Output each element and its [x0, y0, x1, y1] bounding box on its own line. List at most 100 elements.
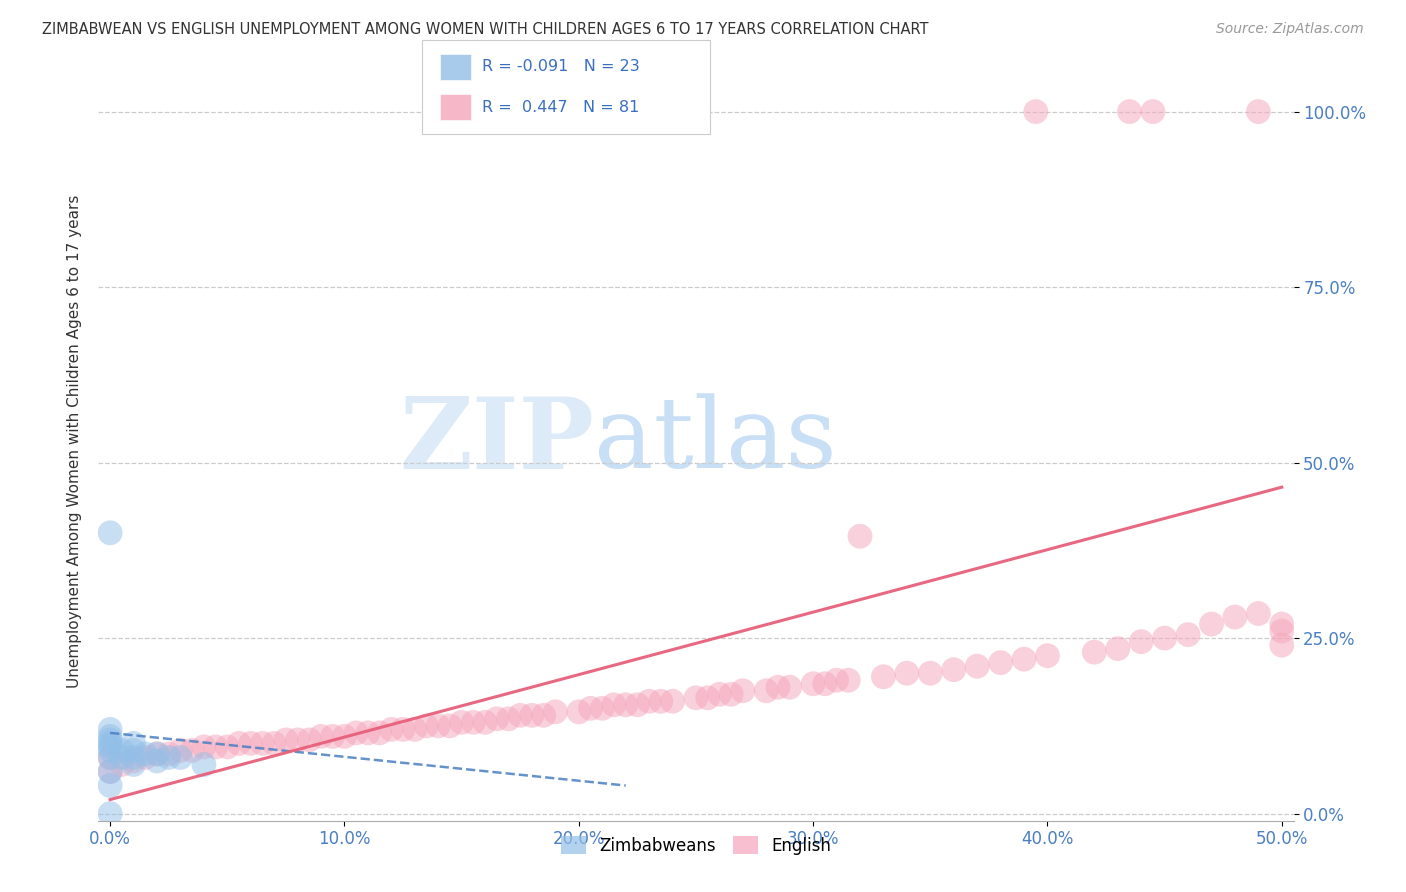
Point	[287, 732, 309, 747]
Point	[122, 757, 145, 772]
Point	[298, 732, 321, 747]
Point	[709, 687, 731, 701]
Point	[720, 687, 742, 701]
Point	[146, 747, 169, 761]
Point	[181, 743, 204, 757]
Point	[122, 743, 145, 757]
Point	[1025, 104, 1047, 119]
Point	[731, 683, 754, 698]
Point	[157, 747, 180, 761]
Point	[380, 723, 402, 737]
Text: R =  0.447   N = 81: R = 0.447 N = 81	[482, 100, 640, 114]
Point	[614, 698, 637, 712]
Point	[169, 743, 191, 757]
Point	[1142, 104, 1164, 119]
Point	[1177, 627, 1199, 641]
Point	[872, 670, 894, 684]
Point	[111, 743, 134, 757]
Point	[309, 730, 332, 744]
Point	[779, 680, 801, 694]
Point	[568, 705, 591, 719]
Point	[579, 701, 602, 715]
Point	[239, 736, 262, 750]
Legend: Zimbabweans, English: Zimbabweans, English	[554, 830, 838, 862]
Point	[98, 723, 121, 737]
Point	[122, 736, 145, 750]
Point	[193, 739, 215, 754]
Point	[685, 690, 707, 705]
Point	[322, 730, 344, 744]
Point	[755, 683, 778, 698]
Point	[392, 723, 415, 737]
Point	[801, 677, 824, 691]
Point	[650, 694, 672, 708]
Point	[463, 715, 485, 730]
Point	[134, 750, 156, 764]
Point	[368, 726, 391, 740]
Point	[1107, 641, 1129, 656]
Y-axis label: Unemployment Among Women with Children Ages 6 to 17 years: Unemployment Among Women with Children A…	[66, 194, 82, 689]
Point	[98, 743, 121, 757]
Point	[1130, 634, 1153, 648]
Point	[1223, 610, 1246, 624]
Point	[520, 708, 543, 723]
Point	[98, 739, 121, 754]
Point	[591, 701, 613, 715]
Text: Source: ZipAtlas.com: Source: ZipAtlas.com	[1216, 22, 1364, 37]
Point	[98, 764, 121, 779]
Point	[696, 690, 718, 705]
Point	[98, 732, 121, 747]
Point	[111, 750, 134, 764]
Point	[146, 754, 169, 768]
Point	[98, 525, 121, 540]
Point	[1247, 104, 1270, 119]
Text: R = -0.091   N = 23: R = -0.091 N = 23	[482, 60, 640, 74]
Point	[849, 529, 872, 543]
Point	[122, 754, 145, 768]
Point	[404, 723, 426, 737]
Point	[1271, 624, 1294, 639]
Point	[603, 698, 626, 712]
Point	[544, 705, 567, 719]
Point	[766, 680, 789, 694]
Point	[122, 750, 145, 764]
Point	[344, 726, 367, 740]
Point	[942, 663, 965, 677]
Point	[98, 736, 121, 750]
Point	[204, 739, 226, 754]
Point	[638, 694, 661, 708]
Text: atlas: atlas	[595, 393, 837, 490]
Point	[837, 673, 859, 688]
Point	[98, 730, 121, 744]
Point	[1083, 645, 1105, 659]
Point	[263, 736, 285, 750]
Point	[274, 732, 297, 747]
Point	[252, 736, 274, 750]
Point	[814, 677, 837, 691]
Point	[228, 736, 250, 750]
Point	[146, 747, 169, 761]
Point	[1153, 631, 1175, 645]
Point	[896, 666, 918, 681]
Point	[98, 750, 121, 764]
Point	[169, 750, 191, 764]
Point	[1012, 652, 1035, 666]
Point	[217, 739, 239, 754]
Point	[157, 750, 180, 764]
Text: ZIP: ZIP	[399, 393, 595, 490]
Point	[966, 659, 988, 673]
Point	[415, 719, 437, 733]
Point	[1271, 617, 1294, 632]
Point	[450, 715, 472, 730]
Point	[333, 730, 356, 744]
Text: ZIMBABWEAN VS ENGLISH UNEMPLOYMENT AMONG WOMEN WITH CHILDREN AGES 6 TO 17 YEARS : ZIMBABWEAN VS ENGLISH UNEMPLOYMENT AMONG…	[42, 22, 929, 37]
Point	[661, 694, 683, 708]
Point	[498, 712, 520, 726]
Point	[357, 726, 380, 740]
Point	[1247, 607, 1270, 621]
Point	[509, 708, 531, 723]
Point	[439, 719, 461, 733]
Point	[98, 779, 121, 793]
Point	[1271, 638, 1294, 652]
Point	[825, 673, 848, 688]
